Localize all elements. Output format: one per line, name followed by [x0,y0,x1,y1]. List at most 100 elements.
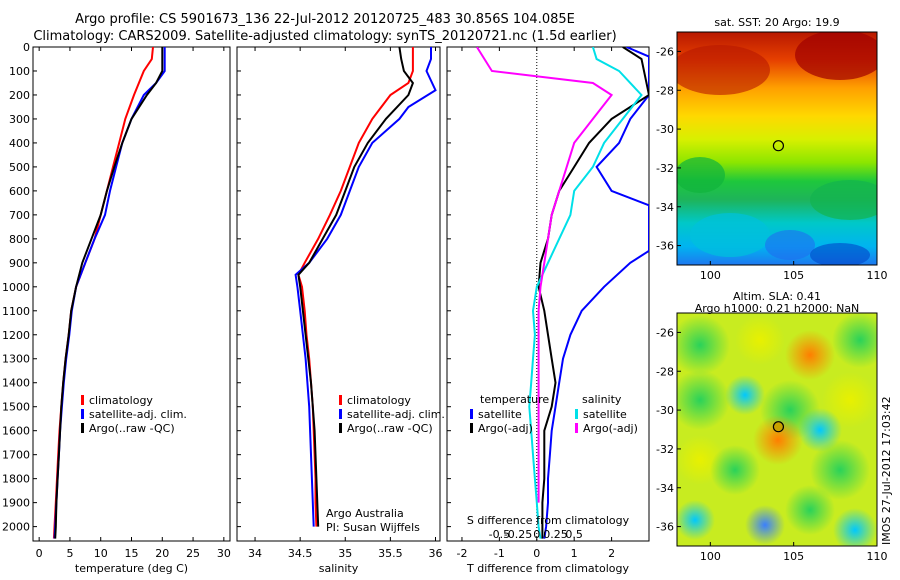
series-line-2 [297,47,415,527]
x-tick-label: 0 [36,547,43,560]
legend-swatch-2 [575,409,578,419]
y-tick-label: 1600 [2,425,30,438]
map-y-tick-label: -28 [656,84,674,97]
series-line-3 [476,47,614,503]
y-tick-label: 700 [9,209,30,222]
x-axis-label: T difference from climatology [466,562,629,575]
sla-argo-marker [772,421,785,433]
y-tick-label: 300 [9,113,30,126]
legend-swatch-0 [339,395,342,405]
legend-label-1: satellite-adj. clim. [89,408,187,421]
series-group [476,47,649,539]
y-tick-label: 2000 [2,521,30,534]
y-tick-label: 600 [9,185,30,198]
series-group [294,47,437,527]
plot-title-line2: Climatology: CARS2009. Satellite-adjuste… [33,29,617,44]
x-tick-label: 15 [125,547,139,560]
y-tick-label: 200 [9,89,30,102]
x-axis-label: salinity [319,562,359,575]
series-line-1 [537,47,649,539]
legend-label-0: climatology [89,394,153,407]
y-tick-label: 1400 [2,377,30,390]
top-x-tick-label: 0.5 [565,528,583,541]
legend-swatch-1 [470,423,473,433]
legend-swatch-3 [575,423,578,433]
series-group [52,47,166,539]
map-y-tick-label: -34 [656,201,674,214]
legend-swatch-1 [339,409,342,419]
map-y-tick-label: -36 [656,240,674,253]
x-tick-label: 36 [428,547,442,560]
sla-map: Altim. SLA: 0.41 Argo h1000: 0.21 h2000:… [656,290,887,563]
x-tick-label: 30 [217,547,231,560]
sst-argo-marker [772,140,785,152]
argo-australia-note: Argo Australia [326,507,404,520]
x-tick-label: 20 [155,547,169,560]
y-tick-label: 1900 [2,497,30,510]
y-tick-label: 400 [9,137,30,150]
x-tick-label: 35 [338,547,352,560]
x-tick-label: 2 [608,547,615,560]
sst-map: sat. SST: 20 Argo: 19.9 100 105 110 -26 -28 -… [656,16,888,282]
map-y-tick-label: -32 [656,162,674,175]
plot-frame [446,46,650,542]
difference-panel: -2 -1 0 1 2 T difference from climatology S di… [446,46,650,575]
map-x-tick-label: 100 [700,269,721,282]
y-tick-label: 1000 [2,281,30,294]
x-tick-label: -2 [456,547,467,560]
top-x-tick-label: 0.25 [543,528,568,541]
top-x-tick-label: 0 [533,528,540,541]
series-line-1 [53,47,166,539]
y-tick-label: 1200 [2,329,30,342]
sst-map-title: sat. SST: 20 Argo: 19.9 [714,16,839,29]
series-line-2 [54,47,164,539]
legend-swatch-2 [81,423,84,433]
map-y-tick-label: -30 [656,404,674,417]
y-tick-label: 1300 [2,353,30,366]
y-tick-label: 1700 [2,449,30,462]
series-line-0 [543,47,649,539]
sla-map-subtitle: Argo h1000: 0.21 h2000: NaN [695,302,860,315]
y-tick-label: 500 [9,161,30,174]
top-x-axis-label: S difference from climatology [467,514,630,527]
map-y-tick-label: -30 [656,123,674,136]
y-tick-label: 0 [23,41,30,54]
y-tick-label: 900 [9,257,30,270]
legend-swatch-2 [339,423,342,433]
salinity-panel: 34 34.5 35 35.5 36 salinity climatologysatelli… [236,46,445,575]
x-tick-label: 35.5 [378,547,403,560]
imos-timestamp: IMOS 27-Jul-2012 17:03:42 [880,396,893,545]
map-x-tick-label: 100 [700,550,721,563]
y-tick-label: 100 [9,65,30,78]
y-tick-label: 800 [9,233,30,246]
legend-label-1: satellite-adj. clim. [347,408,445,421]
legend-label-0: satellite [478,408,522,421]
map-y-tick-label: -26 [656,45,674,58]
x-tick-label: 1 [571,547,578,560]
legend-title-salinity: salinity [582,393,622,406]
series-line-2 [528,47,643,539]
map-x-tick-label: 110 [867,269,888,282]
legend-label-1: Argo(-adj) [478,422,533,435]
legend-label-0: climatology [347,394,411,407]
x-tick-label: 34.5 [288,547,313,560]
series-line-1 [294,47,437,527]
legend-swatch-0 [470,409,473,419]
x-tick-label: 5 [66,547,73,560]
legend-title-temperature: temperature [480,393,549,406]
top-x-tick-label: -0.5 [489,528,510,541]
plot-title-line1: Argo profile: CS 5901673_136 22-Jul-2012… [75,12,575,27]
map-y-tick-label: -32 [656,443,674,456]
legend-label-3: Argo(-adj) [583,422,638,435]
legend-label-2: Argo(..raw -QC) [89,422,175,435]
legend-label-2: satellite [583,408,627,421]
x-tick-label: 10 [94,547,108,560]
x-tick-label: 25 [186,547,200,560]
y-tick-label: 1100 [2,305,30,318]
y-tick-label: 1800 [2,473,30,486]
map-y-tick-label: -26 [656,326,674,339]
legend-label-2: Argo(..raw -QC) [347,422,433,435]
temperature-panel: 0 5 10 15 20 25 300100200300400500600700800900… [2,41,231,575]
map-y-tick-label: -36 [656,521,674,534]
